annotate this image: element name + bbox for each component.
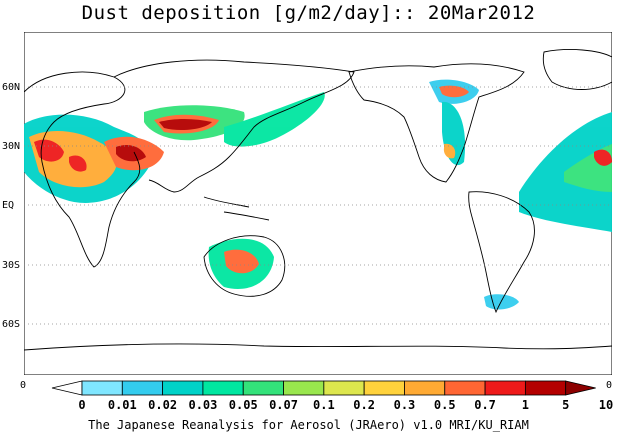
colorbar-tick-label: 0.03: [188, 398, 218, 412]
colorbar-tick-label: 1: [521, 398, 529, 412]
colorbar: [51, 380, 596, 396]
colorbar-tick-label: 10: [598, 398, 614, 412]
colorbar-segment: [162, 380, 204, 396]
dust-arabia-core: [116, 145, 146, 162]
colorbar-segment: [484, 380, 526, 396]
colorbar-tick-label: 0.01: [107, 398, 137, 412]
colorbar-segment: [283, 380, 325, 396]
dust-field: [24, 79, 612, 310]
colorbar-segment: [524, 380, 567, 396]
colorbar-tick-label: 0.1: [313, 398, 335, 412]
colorbar-segment: [444, 380, 486, 396]
lat-label-30n: 30N: [2, 141, 21, 152]
colorbar-segment: [323, 380, 365, 396]
map-title: Dust deposition [g/m2/day]:: 20Mar2012: [81, 2, 536, 24]
colorbar-tick-label: 0.02: [148, 398, 178, 412]
colorbar-segment: [565, 380, 596, 396]
lat-label-60n: 60N: [2, 82, 21, 93]
coastlines: [24, 49, 612, 351]
dust-patagonia: [484, 294, 519, 310]
dust-atlantic-hot: [594, 149, 612, 166]
lon-label-left: 0: [20, 380, 27, 391]
colorbar-tick-label: 0.5: [433, 398, 456, 412]
colorbar-segment: [404, 380, 446, 396]
footer-credit: The Japanese Reanalysis for Aerosol (JRA…: [88, 418, 529, 432]
colorbar-tick-label: 0.3: [393, 398, 416, 412]
lon-label-right: 0: [606, 380, 613, 391]
colorbar-tick-label: 0.05: [228, 398, 258, 412]
colorbar-segment: [363, 380, 405, 396]
colorbar-tick-label: 0: [78, 398, 86, 412]
colorbar-segment: [242, 380, 284, 396]
colorbar-segment: [81, 380, 123, 396]
colorbar-segment: [51, 380, 83, 396]
colorbar-segments: [51, 380, 596, 396]
dust-na-core: [439, 85, 469, 98]
world-map: [24, 32, 612, 375]
colorbar-tick-label: 0.7: [474, 398, 496, 412]
colorbar-tick-label: 0.2: [353, 398, 375, 412]
dust-na-hot: [443, 143, 456, 159]
colorbar-segment: [121, 380, 164, 396]
lat-label-30s: 30S: [2, 260, 21, 271]
lat-label-60s: 60S: [2, 319, 21, 330]
colorbar-tick-label: 0.07: [269, 398, 298, 412]
colorbar-tick-label: 5: [562, 398, 570, 412]
dust-sahara-hot2: [69, 155, 87, 172]
colorbar-segment: [202, 380, 244, 396]
dust-gobi-core: [159, 119, 212, 130]
lat-label-eq: EQ: [2, 200, 15, 211]
dust-australia-core: [224, 249, 259, 274]
map-frame: [24, 32, 612, 375]
